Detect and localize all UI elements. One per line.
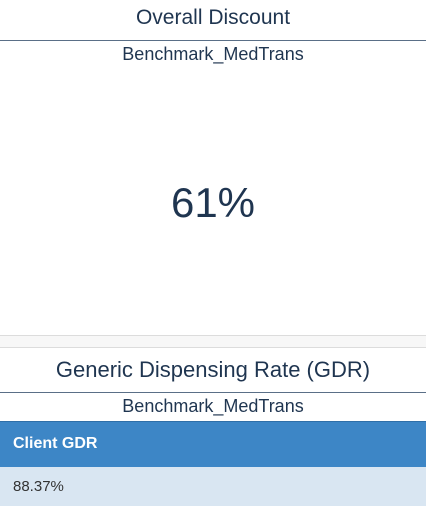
overall-discount-card: Overall Discount Benchmark_MedTrans 61% [0,0,426,336]
overall-discount-value: 61% [170,179,256,226]
gdr-title: Generic Dispensing Rate (GDR) [0,349,426,393]
gdr-subtitle: Benchmark_MedTrans [122,396,304,416]
card-separator [0,336,426,348]
gdr-cell-client-gdr: 88.37% [0,466,426,506]
gdr-table: Client GDR 88.37% [0,421,426,506]
overall-discount-subtitle: Benchmark_MedTrans [122,44,304,64]
gdr-card: Generic Dispensing Rate (GDR) Benchmark_… [0,349,426,506]
gdr-column-header-client-gdr[interactable]: Client GDR [0,421,426,467]
gdr-table-header-row: Client GDR [0,421,426,467]
overall-discount-title: Overall Discount [0,0,426,41]
table-row: 88.37% [0,466,426,506]
